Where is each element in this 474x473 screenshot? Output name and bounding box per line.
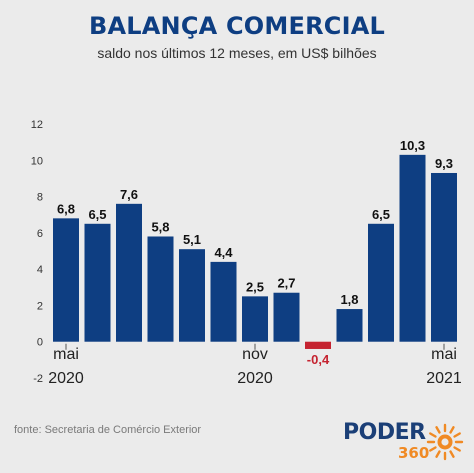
logo-number: 360	[398, 444, 430, 462]
bar-value-label: 9,3	[435, 156, 453, 171]
y-tick-label: 8	[37, 192, 43, 204]
y-tick-label: 10	[31, 155, 43, 167]
sun-ray	[453, 432, 461, 438]
x-axis: mai 2020 nov 2020 mai 2021	[48, 343, 462, 387]
bar	[368, 223, 394, 342]
x-tick-month: mai	[53, 346, 79, 363]
bar-value-label: 6,5	[88, 207, 106, 222]
bar	[53, 218, 79, 342]
bar-value-label: 10,3	[400, 138, 425, 153]
bar	[242, 296, 268, 342]
sun-ray	[449, 426, 455, 434]
chart-title: BALANÇA COMERCIAL	[89, 12, 385, 40]
source-note: fonte: Secretaria de Comércio Exterior	[14, 424, 202, 436]
y-axis: -2 0 2 4 6 8 10 12	[31, 119, 43, 385]
bar-value-label: -0,4	[307, 352, 330, 367]
bar-value-label: 4,4	[214, 245, 233, 260]
bar	[147, 236, 174, 342]
sun-icon	[426, 423, 464, 461]
bar	[399, 154, 426, 342]
bar-chart: -2 0 2 4 6 8 10 12 6,8 6,5 7,6 5,8 5,1 4,4 2,5 2,7 -0,4…	[31, 119, 462, 387]
sun-ray	[429, 446, 437, 452]
bars	[53, 154, 457, 349]
y-tick-label: -2	[33, 373, 43, 385]
sun-ray	[435, 450, 441, 458]
x-tick-year: 2020	[48, 370, 84, 387]
y-tick-label: 12	[31, 119, 43, 131]
y-tick-label: 2	[37, 300, 43, 312]
bar-value-label: 6,8	[57, 201, 75, 216]
sun-ray	[429, 432, 437, 438]
bar	[116, 203, 142, 342]
bar	[336, 309, 363, 342]
bar-value-label: 2,5	[246, 279, 264, 294]
sun-ray	[435, 426, 441, 434]
bar-value-label: 5,8	[151, 219, 169, 234]
bar	[179, 249, 205, 342]
poder360-logo: PODER 360	[343, 420, 468, 468]
logo-word: PODER	[343, 420, 426, 445]
x-tick-year: 2020	[237, 370, 273, 387]
bar-value-label: 7,6	[120, 187, 138, 202]
bar	[431, 172, 457, 342]
sun-ray	[449, 450, 455, 458]
bar-value-label: 6,5	[372, 207, 390, 222]
bar-value-label: 2,7	[277, 276, 295, 291]
y-tick-label: 4	[37, 264, 43, 276]
bar	[305, 341, 331, 349]
bar	[84, 223, 111, 342]
bar-value-label: 1,8	[340, 292, 358, 307]
x-tick-month: nov	[242, 346, 268, 363]
x-tick-year: 2021	[426, 370, 462, 387]
bar	[273, 292, 300, 342]
y-tick-label: 0	[37, 337, 43, 349]
bar-value-label: 5,1	[183, 232, 201, 247]
x-tick-month: mai	[431, 346, 457, 363]
sun-ray	[453, 446, 461, 452]
y-tick-label: 6	[37, 228, 43, 240]
bar	[210, 261, 237, 342]
value-labels: 6,8 6,5 7,6 5,8 5,1 4,4 2,5 2,7 -0,4 1,8 6,5 10,3 9,…	[57, 138, 453, 367]
chart-subtitle: saldo nos últimos 12 meses, em US$ bilhõ…	[97, 45, 377, 61]
